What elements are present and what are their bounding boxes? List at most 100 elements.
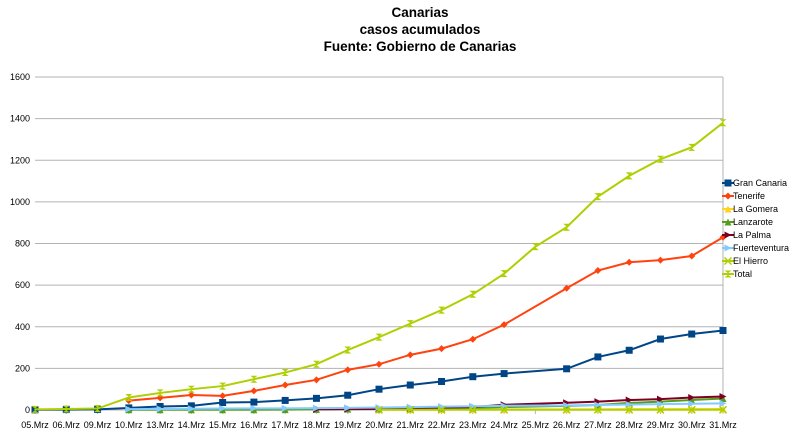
y-tick-label: 1200 [10,155,30,165]
x-tick-label: 19.Mrz [334,420,362,430]
data-point [469,335,477,343]
y-tick-label: 1000 [10,197,30,207]
data-point [500,370,508,378]
data-point [688,252,696,260]
x-tick-label: 25.Mrz [522,420,550,430]
legend-label: Lanzarote [733,217,773,227]
chart-source: Fuente: Gobierno de Canarias [323,39,517,54]
data-point [219,382,227,390]
legend-marker [723,256,733,266]
data-point [656,256,664,264]
data-point [374,405,384,414]
data-point [375,360,383,368]
data-point [125,394,133,402]
series-line-gran-canaria [34,329,724,411]
x-tick-label: 31.Mrz [709,420,737,430]
data-point [344,391,352,399]
legend-marker [724,270,732,278]
legend-label: Fuerteventura [733,243,789,253]
x-tick-label: 13.Mrz [146,420,174,430]
data-point [688,400,696,408]
data-point [656,405,665,414]
data-point [468,405,477,414]
data-point [531,243,539,251]
data-point [437,405,446,414]
data-point [719,119,727,127]
data-point [156,389,164,397]
x-tick-label: 28.Mrz [615,420,643,430]
data-point [625,401,633,409]
data-point [344,404,352,412]
data-point [688,394,696,402]
data-point [31,405,39,413]
data-point [719,326,727,334]
x-tick-label: 15.Mrz [209,420,237,430]
data-point [656,155,664,163]
data-point [719,395,727,403]
data-point [312,376,320,384]
legend-label: Tenerife [733,191,765,201]
data-point [563,365,571,373]
data-point [469,290,477,298]
data-point [562,405,571,414]
x-tick-label: 10.Mrz [115,420,143,430]
legend-marker [724,179,732,187]
data-point [219,399,227,407]
x-tick-label: 09.Mrz [84,420,112,430]
data-point [500,321,508,329]
data-point [594,401,602,409]
data-point [625,396,633,404]
data-point [438,377,446,385]
legend-marker [724,218,732,226]
x-tick-label: 16.Mrz [240,420,268,430]
data-point [688,330,696,338]
data-point [281,396,289,404]
data-point [688,143,696,151]
data-point [281,381,289,389]
data-point [625,346,633,354]
data-point [625,172,633,180]
data-point [563,223,571,231]
y-tick-label: 1400 [10,114,30,124]
x-tick-label: 26.Mrz [553,420,581,430]
legend-label: La Gomera [733,204,778,214]
chart-subtitle: casos acumulados [359,22,481,37]
legend-marker [724,244,732,252]
data-point [594,267,602,275]
data-point [375,385,383,393]
chart-title-line: Canarias [391,5,449,20]
legend-label: Gran Canaria [733,178,787,188]
data-point [187,385,195,393]
x-tick-label: 17.Mrz [271,420,299,430]
y-tick-label: 0 [25,405,30,415]
x-tick-label: 14.Mrz [178,420,206,430]
data-point [719,399,727,407]
data-point [593,405,602,414]
y-tick-label: 600 [15,280,30,290]
data-point [281,369,289,377]
data-point [62,405,70,413]
y-tick-label: 200 [15,363,30,373]
x-tick-label: 22.Mrz [428,420,456,430]
y-tick-label: 800 [15,239,30,249]
data-point [438,306,446,314]
data-point [625,405,634,414]
data-point [250,404,258,412]
x-tick-label: 20.Mrz [365,420,393,430]
data-point [94,405,102,413]
x-tick-label: 30.Mrz [678,420,706,430]
data-point [406,405,415,414]
data-point [125,405,133,413]
data-point [250,398,258,406]
data-point [718,405,728,414]
data-point [187,402,195,410]
data-point [281,404,289,412]
data-point [625,258,633,266]
data-point [375,404,383,412]
x-tick-label: 27.Mrz [584,420,612,430]
data-point [719,392,727,400]
legend-label: El Hierro [733,256,768,266]
data-point [312,404,320,412]
legend-marker [724,192,732,200]
x-tick-label: 23.Mrz [459,420,487,430]
